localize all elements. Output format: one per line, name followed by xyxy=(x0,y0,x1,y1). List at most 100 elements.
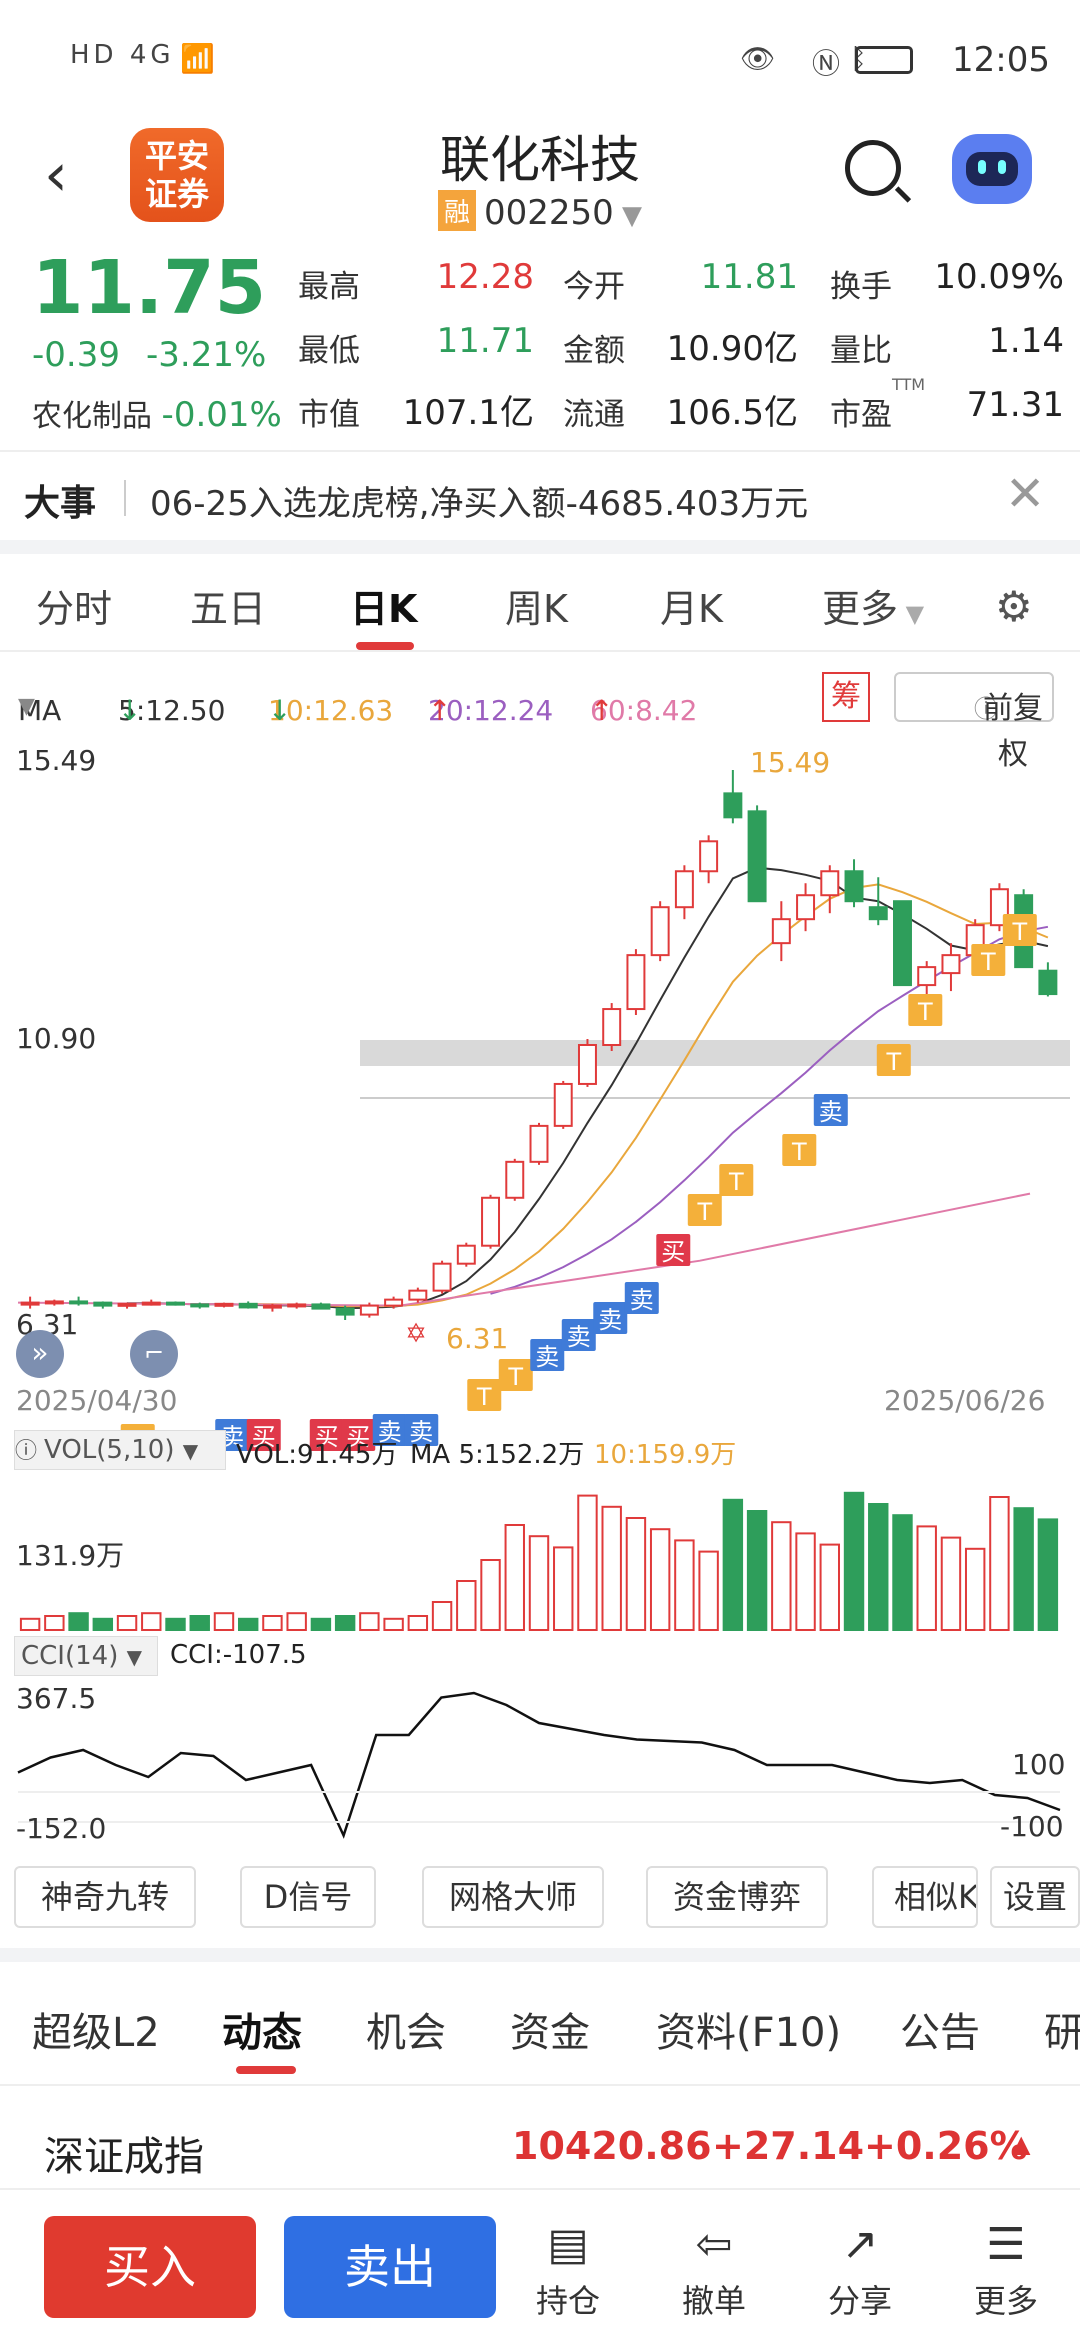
d-signal-button[interactable]: D信号 xyxy=(240,1866,376,1928)
divider xyxy=(124,480,126,516)
similar-k-button[interactable]: 相似K xyxy=(872,1866,978,1928)
signal-tag xyxy=(908,994,943,1026)
news-text[interactable]: 06-25入选龙虎榜,净买入额-4685.403万元 xyxy=(150,484,809,524)
cancel-order-icon: ⇦ xyxy=(695,2219,733,2270)
chevron-left-icon[interactable]: ‹ xyxy=(44,140,68,210)
index-ticker[interactable]: 深证成指 10420.86 +27.14 +0.26% ▲ xyxy=(0,2100,1080,2190)
tab-funds[interactable]: 资金 xyxy=(510,2010,590,2056)
bluetooth-icon: ᛒ xyxy=(850,42,867,75)
quote-value-float-cap: 106.5亿 xyxy=(666,393,798,433)
volume-bar xyxy=(964,1547,986,1631)
wifi-icon: 📶 xyxy=(180,42,215,75)
news-label: 大事 xyxy=(24,483,97,524)
cancel-order-button[interactable]: ⇦ 撤单 xyxy=(654,2220,774,2322)
volume-bar xyxy=(771,1521,792,1632)
quote-key: 最高 xyxy=(298,269,360,305)
kline-chart[interactable]: T卖买买买卖卖TT卖卖卖卖买TTT卖TTTT✡ 15.49 10.90 6.31… xyxy=(0,730,1080,1860)
candle-body xyxy=(796,894,816,921)
info-tabs: 超级L2 动态 机会 资金 资料(F10) 公告 研 xyxy=(0,1962,1080,2086)
signal-tag xyxy=(719,1164,754,1196)
stock-code-row[interactable]: 融 002250 ▼ xyxy=(0,190,1080,233)
volume-bar xyxy=(916,1525,937,1632)
tab-minute[interactable]: 分时 xyxy=(36,587,113,631)
tab-weekly-k[interactable]: 周K xyxy=(505,587,568,631)
volume-bar xyxy=(892,1514,913,1632)
tab-f10[interactable]: 资料(F10) xyxy=(656,2010,842,2056)
candle-body xyxy=(650,906,670,957)
signal-tag xyxy=(309,1419,344,1451)
gear-icon[interactable]: ⚙ xyxy=(995,582,1033,631)
volume-bar xyxy=(722,1498,744,1631)
cci-line xyxy=(17,1691,1061,1839)
volume-bar xyxy=(1037,1518,1059,1632)
min-price-marker: 6.31 xyxy=(446,1322,509,1355)
quote-value-volume-ratio: 1.14 xyxy=(988,321,1064,361)
signal-tag-text: T xyxy=(980,948,996,976)
tab-daily-k[interactable]: 日K xyxy=(350,587,418,631)
close-icon[interactable]: ✕ xyxy=(1005,466,1046,522)
quote-value-amount: 10.90亿 xyxy=(666,329,798,369)
fund-game-button[interactable]: 资金博弈 xyxy=(646,1866,828,1928)
price-change: -0.39 xyxy=(32,335,120,375)
buy-button[interactable]: 买入 xyxy=(44,2216,256,2318)
signal-tag xyxy=(782,1134,817,1166)
volume-bar xyxy=(528,1535,550,1632)
vol-indicator-selector[interactable]: ⓘ VOL(5,10) ▼ xyxy=(14,1430,226,1470)
signal-tag-text: 买 xyxy=(252,1423,276,1451)
signal-tag-text: T xyxy=(507,1363,523,1391)
candle-body xyxy=(117,1302,137,1307)
signal-tag xyxy=(593,1302,628,1334)
magic-nine-button[interactable]: 神奇九转 xyxy=(14,1866,196,1928)
volume-bar xyxy=(334,1615,356,1631)
volume-bar xyxy=(843,1491,865,1631)
signal-tag-text: T xyxy=(791,1138,807,1166)
bottom-action-bar: 买入 卖出 ▤ 持仓 ⇦ 撤单 ↗ 分享 ☰ 更多 xyxy=(0,2200,1080,2340)
expand-left-button[interactable]: » xyxy=(16,1330,64,1378)
holdings-label: 持仓 xyxy=(535,2282,600,2320)
chip-distribution-button[interactable]: 筹 xyxy=(822,672,870,722)
robot-icon[interactable] xyxy=(952,134,1032,204)
tab-more[interactable]: 更多 ▼ xyxy=(822,578,924,633)
signal-tag-text: T xyxy=(885,1048,901,1076)
settings-button[interactable]: 设置 xyxy=(990,1866,1080,1928)
cci-100-label: 100 xyxy=(1012,1748,1066,1781)
ma60-text: 60:8.42 xyxy=(590,694,698,727)
candle-body xyxy=(20,1301,40,1306)
tab-opportunity[interactable]: 机会 xyxy=(366,2010,446,2056)
index-value: 10420.86 xyxy=(512,2124,712,2168)
vol-value: VOL:91.45万 xyxy=(236,1440,398,1470)
industry-row[interactable]: 农化制品 -0.01% xyxy=(32,391,282,435)
more-button[interactable]: ☰ 更多 xyxy=(946,2220,1066,2322)
share-button[interactable]: ↗ 分享 xyxy=(800,2220,920,2322)
candle-body xyxy=(141,1301,161,1306)
candle-body xyxy=(868,906,888,921)
cci-indicator-selector[interactable]: CCI(14) ▼ xyxy=(14,1636,158,1676)
tab-monthly-k[interactable]: 月K xyxy=(660,587,723,631)
sell-button[interactable]: 卖出 xyxy=(284,2216,496,2318)
volume-bar xyxy=(625,1517,647,1631)
tab-five-day[interactable]: 五日 xyxy=(190,587,267,631)
tab-news[interactable]: 动态 xyxy=(222,2010,302,2056)
tab-announcement[interactable]: 公告 xyxy=(900,2010,980,2056)
holdings-button[interactable]: ▤ 持仓 xyxy=(508,2220,628,2322)
tab-super-l2[interactable]: 超级L2 xyxy=(32,2010,160,2056)
grid-master-button[interactable]: 网格大师 xyxy=(422,1866,604,1928)
tab-research[interactable]: 研 xyxy=(1044,2010,1080,2056)
price-high-label: 15.49 xyxy=(16,744,97,777)
candle-body xyxy=(893,900,912,987)
search-icon[interactable] xyxy=(845,140,901,196)
quote-value-pe: 71.31 xyxy=(966,385,1064,425)
news-banner[interactable]: 大事 06-25入选龙虎榜,净买入额-4685.403万元 ✕ xyxy=(0,450,1080,540)
volume-bar xyxy=(407,1615,429,1631)
signal-tag-text: T xyxy=(1011,918,1027,946)
candle-body xyxy=(335,1307,355,1316)
candle-body xyxy=(359,1304,379,1316)
signal-tag-text: 买 xyxy=(315,1423,339,1451)
crosshair-button[interactable]: ⌐ xyxy=(130,1330,178,1378)
volume-bar xyxy=(674,1539,695,1632)
volume-bar xyxy=(359,1612,380,1632)
adjust-mode-button[interactable]: ⓘ 前复权 xyxy=(894,672,1054,772)
candle-body xyxy=(723,792,743,819)
chevron-down-icon: ▼ xyxy=(898,600,925,628)
more-menu-icon: ☰ xyxy=(986,2219,1026,2270)
